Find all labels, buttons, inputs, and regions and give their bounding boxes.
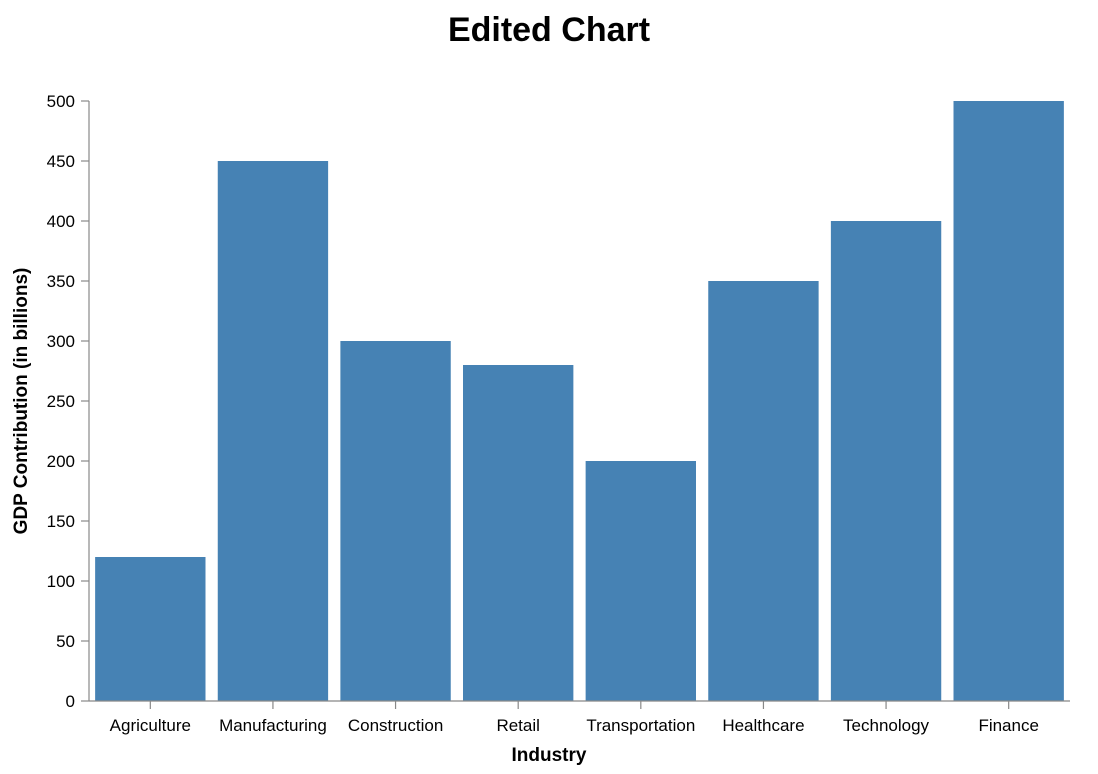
y-tick-label: 350	[47, 272, 75, 291]
x-tick-label-healthcare: Healthcare	[722, 716, 804, 735]
bar-manufacturing	[217, 161, 329, 701]
x-tick-label-retail: Retail	[496, 716, 539, 735]
y-tick-label: 400	[47, 212, 75, 231]
y-tick-label: 300	[47, 332, 75, 351]
bar-healthcare	[708, 281, 819, 701]
x-axis-title: Industry	[512, 745, 587, 766]
bar-retail	[463, 365, 574, 701]
y-tick-label: 50	[56, 632, 75, 651]
y-tick-label: 200	[47, 452, 75, 471]
x-tick-label-manufacturing: Manufacturing	[219, 716, 327, 735]
bar-agriculture	[95, 557, 206, 701]
chart-title: Edited Chart	[448, 11, 650, 49]
x-tick-label-finance: Finance	[978, 716, 1038, 735]
x-tick-label-transportation: Transportation	[586, 716, 695, 735]
x-tick-label-technology: Technology	[843, 716, 930, 735]
y-tick-label: 0	[66, 692, 75, 711]
y-tick-label: 250	[47, 392, 75, 411]
y-axis-title: GDP Contribution (in billions)	[11, 268, 32, 535]
y-tick-label: 100	[47, 572, 75, 591]
x-tick-label-construction: Construction	[348, 716, 443, 735]
y-tick-label: 450	[47, 152, 75, 171]
bar-finance	[953, 101, 1064, 701]
y-tick-label: 500	[47, 92, 75, 111]
bar-construction	[340, 341, 451, 701]
x-tick-label-agriculture: Agriculture	[110, 716, 191, 735]
bar-technology	[830, 221, 942, 701]
x-axis: Agriculture Manufacturing Construction Reta…	[89, 700, 1070, 735]
bar-transportation	[585, 461, 696, 701]
y-axis: 0 50 100 150 200 250 300 350 400 450 500	[47, 92, 90, 711]
bars-group	[95, 101, 1064, 701]
y-tick-label: 150	[47, 512, 75, 531]
